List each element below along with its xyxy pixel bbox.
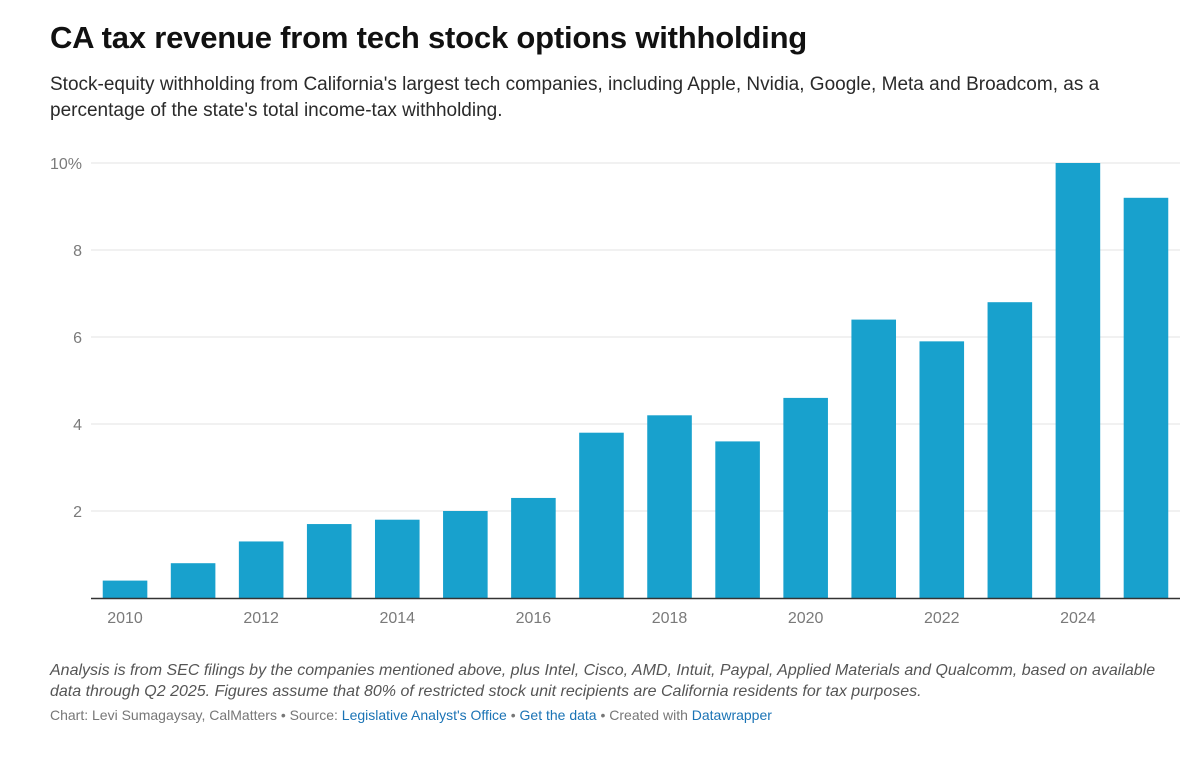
y-tick-label: 6	[73, 330, 82, 347]
x-tick-label: 2014	[379, 610, 415, 627]
credit-created-prefix: Created with	[609, 707, 692, 723]
source-link[interactable]: Legislative Analyst's Office	[341, 707, 507, 723]
chart-credits: Chart: Levi Sumagaysay, CalMatters • Sou…	[50, 707, 772, 723]
bar-2019	[715, 441, 760, 598]
get-the-data-link[interactable]: Get the data	[519, 707, 597, 723]
credit-separator: •	[276, 707, 290, 723]
bar-2023	[987, 302, 1033, 598]
bar-2017	[579, 432, 624, 598]
bar-2018	[647, 415, 692, 598]
bar-2024	[1055, 163, 1101, 598]
bar-2020	[783, 397, 828, 598]
y-tick-label: 10%	[50, 156, 82, 173]
credit-separator: •	[596, 707, 610, 723]
x-tick-label: 2016	[516, 610, 552, 627]
bar-2011	[170, 563, 216, 598]
x-tick-label: 2024	[1060, 610, 1096, 627]
axes: 2 4 6 8 10% 2010 2012 2014 2016 2018 2020 2022 2024	[50, 156, 1180, 627]
bar-2012	[238, 541, 284, 598]
bar-2022	[919, 341, 965, 598]
chart-title: CA tax revenue from tech stock options w…	[50, 20, 808, 55]
credit-separator: •	[506, 707, 520, 723]
bar-chart: 2 4 6 8 10% 2010 2012 2014 2016 2018 2020 2022 2024	[50, 156, 1180, 627]
chart-subtitle: Stock-equity withholding from California…	[50, 74, 1100, 121]
bars	[102, 163, 1169, 599]
credit-author: Chart: Levi Sumagaysay, CalMatters	[50, 707, 277, 723]
y-tick-label: 2	[73, 504, 82, 521]
bar-2021	[851, 319, 897, 598]
datawrapper-link[interactable]: Datawrapper	[691, 707, 772, 723]
x-tick-label: 2010	[107, 610, 143, 627]
x-tick-label: 2020	[788, 610, 824, 627]
x-tick-label: 2018	[652, 610, 688, 627]
chart-notes: Analysis is from SEC filings by the comp…	[50, 662, 1156, 700]
y-tick-label: 8	[73, 243, 82, 260]
credit-source-prefix: Source:	[289, 707, 342, 723]
bar-2025	[1123, 197, 1169, 599]
bar-2013	[306, 524, 352, 598]
x-tick-label: 2012	[243, 610, 279, 627]
x-tick-label: 2022	[924, 610, 960, 627]
y-tick-label: 4	[73, 417, 82, 434]
bar-2010	[102, 580, 148, 598]
bar-2014	[374, 519, 420, 598]
bar-2016	[511, 497, 556, 598]
bar-2015	[443, 511, 488, 598]
